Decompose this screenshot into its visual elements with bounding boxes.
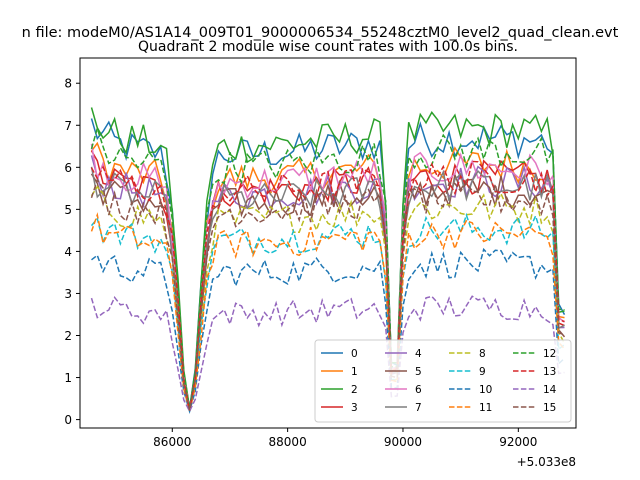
legend-label-13: 13 xyxy=(543,366,556,378)
y-tick-label: 1 xyxy=(64,371,72,385)
y-tick-label: 2 xyxy=(64,329,72,343)
legend-label-9: 9 xyxy=(479,366,486,378)
y-tick-label: 5 xyxy=(64,203,72,217)
series-line-10 xyxy=(91,247,566,414)
series-line-14 xyxy=(90,295,565,413)
legend-label-6: 6 xyxy=(415,384,422,396)
legend-label-11: 11 xyxy=(479,402,492,414)
series-line-2 xyxy=(90,107,565,409)
legend-label-12: 12 xyxy=(543,348,556,360)
legend-label-3: 3 xyxy=(351,402,358,414)
x-axis: 86000 88000 90000 92000 xyxy=(153,428,537,449)
x-offset-text: +5.033e8 xyxy=(517,455,576,469)
series-line-11 xyxy=(90,212,566,412)
x-tick-label: 92000 xyxy=(499,435,537,449)
series-line-7 xyxy=(90,166,565,411)
y-tick-label: 0 xyxy=(64,413,72,427)
legend-label-10: 10 xyxy=(479,384,492,396)
x-tick-label: 90000 xyxy=(384,435,422,449)
y-axis: 0 1 2 3 4 5 6 7 8 xyxy=(64,77,80,427)
axes-frame xyxy=(79,57,577,429)
legend-label-7: 7 xyxy=(415,402,422,414)
legend-label-8: 8 xyxy=(479,348,486,360)
y-tick-label: 3 xyxy=(64,287,72,301)
series-line-13 xyxy=(90,160,565,411)
legend-label-15: 15 xyxy=(543,402,556,414)
legend-box xyxy=(314,339,572,423)
x-tick-label: 88000 xyxy=(269,435,307,449)
series-line-12 xyxy=(90,125,565,410)
suptitle: n file: modeM0/AS1A14_009T01_9000006534_… xyxy=(22,25,619,41)
plot-lines xyxy=(90,107,566,414)
chart-title: Quadrant 2 module wise count rates with … xyxy=(138,39,518,55)
y-tick-label: 4 xyxy=(64,245,72,259)
y-tick-label: 6 xyxy=(64,161,72,175)
legend-label-2: 2 xyxy=(351,384,358,396)
series-line-15 xyxy=(90,178,565,411)
legend-label-5: 5 xyxy=(415,366,422,378)
legend-label-0: 0 xyxy=(351,348,358,360)
legend-label-4: 4 xyxy=(415,348,422,360)
x-tick-label: 86000 xyxy=(153,435,191,449)
y-tick-label: 7 xyxy=(64,119,72,133)
y-tick-label: 8 xyxy=(64,77,72,91)
legend-label-1: 1 xyxy=(351,366,358,378)
legend-label-14: 14 xyxy=(543,384,557,396)
